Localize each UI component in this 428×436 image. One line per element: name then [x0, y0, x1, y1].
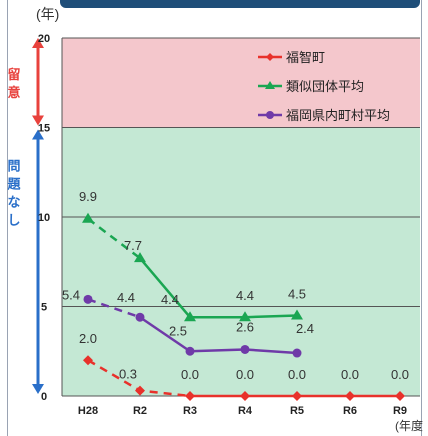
legend-label: 類似団体平均: [286, 79, 364, 94]
data-label: 4.4: [161, 292, 179, 307]
x-tick-label: R6: [343, 405, 357, 417]
y-unit-label: (年): [36, 6, 60, 22]
data-label: 0.0: [391, 367, 409, 382]
data-label: 0.3: [119, 367, 137, 382]
data-label: 0.0: [236, 367, 254, 382]
ok-arrow-down: [32, 384, 44, 394]
data-point: [240, 344, 250, 354]
legend-marker: [265, 81, 275, 89]
data-label: 2.4: [296, 321, 314, 336]
data-label: 0.0: [341, 367, 359, 382]
header-bar: [60, 0, 420, 8]
x-unit-label: (年度: [395, 419, 423, 433]
data-point: [134, 252, 146, 263]
data-point: [83, 355, 93, 366]
caution-zone-label: 留: [7, 67, 20, 82]
data-label: 2.5: [169, 323, 187, 338]
data-label: 4.4: [117, 290, 135, 305]
data-point: [292, 348, 302, 358]
ok-zone-label: 問: [7, 158, 20, 173]
x-tick-label: R2: [133, 405, 147, 417]
data-point: [184, 311, 196, 322]
x-tick-label: R3: [183, 405, 197, 417]
y-tick-label: 0: [41, 391, 47, 403]
data-label: 4.5: [288, 286, 306, 301]
data-label: 7.7: [124, 238, 142, 253]
data-point: [291, 309, 303, 320]
data-label: 9.9: [79, 189, 97, 204]
ok-zone: [62, 127, 420, 396]
legend-marker: [266, 111, 274, 119]
data-label: 0.0: [181, 367, 199, 382]
ok-zone-label: し: [7, 212, 20, 227]
data-point: [135, 312, 145, 322]
frame-right-line: [421, 0, 422, 436]
data-point: [83, 294, 93, 304]
series-line: [87, 217, 141, 260]
x-tick-label: R9: [393, 405, 407, 417]
frame-left-line: [7, 0, 8, 436]
x-tick-label: R4: [238, 405, 253, 417]
data-label: 2.0: [79, 331, 97, 346]
data-point: [185, 346, 195, 356]
data-point: [292, 391, 302, 401]
data-point: [135, 385, 145, 396]
legend-label: 福岡県内町村平均: [286, 108, 390, 123]
ok-arrow-up: [32, 129, 44, 140]
caution-zone: [62, 38, 420, 128]
legend-label: 福智町: [286, 50, 325, 65]
caution-zone-label: 意: [7, 85, 20, 100]
y-tick-label: 20: [38, 33, 50, 45]
series-line: [139, 257, 298, 319]
ok-zone-label: 題: [7, 176, 21, 191]
data-label: 5.4: [62, 287, 80, 302]
caution-arrow-down: [32, 115, 44, 126]
data-point: [240, 391, 250, 401]
data-point: [239, 311, 251, 322]
data-label: 4.4: [236, 288, 254, 303]
y-tick-label: 10: [38, 212, 50, 224]
ok-zone-label: な: [7, 194, 20, 209]
data-label: 2.6: [236, 319, 254, 334]
series-line: [87, 298, 141, 319]
legend-marker: [266, 53, 274, 61]
y-tick-label: 5: [41, 302, 47, 314]
x-tick-label: H28: [78, 405, 98, 417]
data-point: [185, 391, 195, 401]
data-point: [345, 391, 355, 401]
series-line: [139, 316, 298, 355]
data-point: [82, 212, 94, 223]
x-tick-label: R5: [290, 405, 304, 417]
data-point: [395, 391, 405, 401]
data-label: 0.0: [288, 367, 306, 382]
caution-arrow-up: [32, 38, 44, 48]
y-tick-label: 15: [38, 123, 50, 135]
